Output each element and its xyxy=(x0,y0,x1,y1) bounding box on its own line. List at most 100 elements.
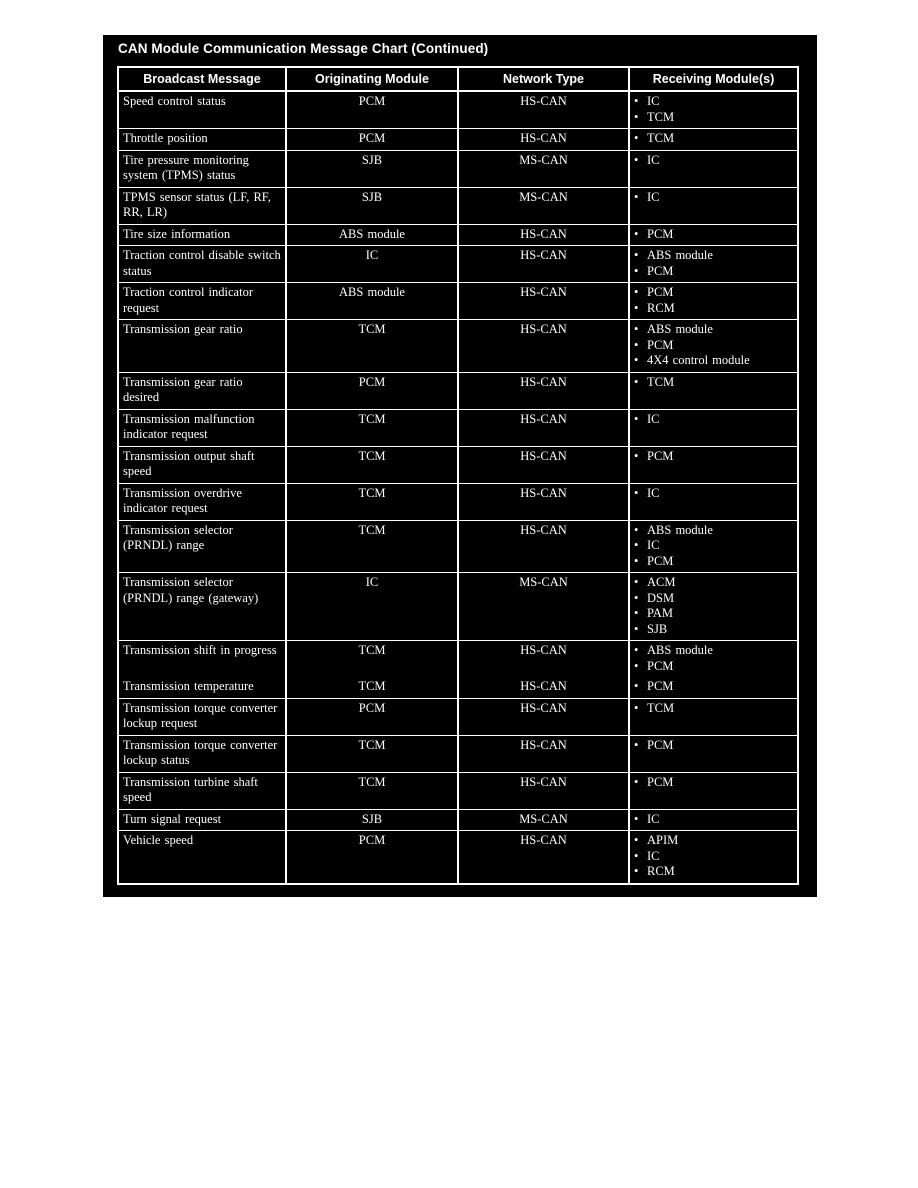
receiver-item: • IC xyxy=(634,153,793,169)
receiver-label: PCM xyxy=(647,658,674,673)
network-type-cell: HS-CAN xyxy=(457,640,630,678)
receiving-modules-cell: • PCM xyxy=(628,734,799,773)
receiver-label: RCM xyxy=(647,300,675,315)
network-type-cell: HS-CAN xyxy=(457,319,630,373)
receiving-modules-cell: • PCM xyxy=(628,223,799,246)
receiver-label: PCM xyxy=(647,553,674,568)
broadcast-message-cell: Tire pressure monitoring system (TPMS) s… xyxy=(117,149,287,188)
bullet-icon: • xyxy=(634,189,639,204)
originating-module-cell: SJB xyxy=(285,186,459,225)
receiver-label: IC xyxy=(647,189,660,204)
receiver-label: IC xyxy=(647,538,660,552)
table-row: Transmission gear ratio desired PCM HS-CAN… xyxy=(117,371,799,410)
table-row: Transmission torque converter lockup sta… xyxy=(117,734,799,773)
receiver-item: • PCM xyxy=(634,285,793,301)
receiver-label: PCM xyxy=(647,737,674,752)
table-row: TPMS sensor status (LF, RF, RR, LR) SJB MS… xyxy=(117,186,799,225)
bullet-icon: • xyxy=(634,322,639,336)
receiver-item: • SJB xyxy=(634,622,793,638)
table-row: Vehicle speed PCM HS-CAN • APIM • IC • RCM xyxy=(117,830,799,884)
receiver-item: • ABS module xyxy=(634,523,793,539)
originating-module-cell: TCM xyxy=(285,519,459,573)
network-type-cell: HS-CAN xyxy=(457,128,630,151)
receiving-modules-cell: • PCM xyxy=(628,771,799,810)
column-header: Receiving Module(s) xyxy=(628,66,799,92)
originating-module-cell: PCM xyxy=(285,128,459,151)
bullet-icon: • xyxy=(634,643,639,657)
bullet-icon: • xyxy=(634,658,639,673)
receiving-modules-cell: • ABS module • IC • PCM xyxy=(628,519,799,573)
bullet-icon: • xyxy=(634,485,639,500)
broadcast-message-cell: Transmission gear ratio xyxy=(117,319,287,373)
receiving-modules-cell: • APIM • IC • RCM xyxy=(628,830,799,884)
bullet-icon: • xyxy=(634,226,639,241)
bullet-icon: • xyxy=(634,411,639,426)
broadcast-message-cell: Turn signal request xyxy=(117,808,287,831)
receiving-modules-cell: • IC xyxy=(628,808,799,831)
receiving-modules-cell: • TCM xyxy=(628,371,799,410)
bullet-icon: • xyxy=(634,606,639,620)
receiver-label: SJB xyxy=(647,621,668,636)
table-body: Speed control status PCM HS-CAN • IC • TCM Thro… xyxy=(117,90,799,884)
receiving-modules-cell: • PCM xyxy=(628,677,799,699)
receiver-label: PAM xyxy=(647,606,673,620)
bullet-icon: • xyxy=(634,774,639,789)
bullet-icon: • xyxy=(634,131,639,145)
receiving-modules-cell: • IC xyxy=(628,186,799,225)
network-type-cell: MS-CAN xyxy=(457,808,630,831)
table-row: Transmission shift in progress TCM HS-CAN •… xyxy=(117,640,799,678)
table-row: Transmission output shaft speed TCM HS-CAN… xyxy=(117,445,799,484)
receiver-item: • PCM xyxy=(634,775,793,791)
receiver-item: • TCM xyxy=(634,701,793,717)
receiver-item: • IC xyxy=(634,486,793,502)
table-header-row: Broadcast Message Originating Module Netwo… xyxy=(117,66,799,92)
receiver-item: • IC xyxy=(634,412,793,428)
bullet-icon: • xyxy=(634,833,639,847)
bullet-icon: • xyxy=(634,811,639,826)
network-type-cell: HS-CAN xyxy=(457,482,630,521)
receiving-modules-cell: • IC xyxy=(628,408,799,447)
receiver-item: • RCM xyxy=(634,864,793,880)
receiving-modules-cell: • PCM xyxy=(628,445,799,484)
receiver-item: • PCM xyxy=(634,659,793,675)
receiving-modules-cell: • ABS module • PCM • 4X4 control module xyxy=(628,319,799,373)
receiver-item: • TCM xyxy=(634,375,793,391)
receiving-modules-cell: • TCM xyxy=(628,128,799,151)
originating-module-cell: TCM xyxy=(285,677,459,699)
table-row: Throttle position PCM HS-CAN • TCM xyxy=(117,128,799,151)
originating-module-cell: TCM xyxy=(285,408,459,447)
originating-module-cell: PCM xyxy=(285,371,459,410)
bullet-icon: • xyxy=(634,152,639,167)
receiver-item: • IC xyxy=(634,94,793,110)
receiver-label: ABS module xyxy=(647,522,713,537)
receiver-item: • PCM xyxy=(634,554,793,570)
broadcast-message-cell: Transmission turbine shaft speed xyxy=(117,771,287,810)
receiver-item: • ACM xyxy=(634,575,793,591)
broadcast-message-cell: Vehicle speed xyxy=(117,830,287,884)
receiving-modules-cell: • TCM xyxy=(628,697,799,736)
chart-title: CAN Module Communication Message Chart (… xyxy=(118,41,489,56)
network-type-cell: MS-CAN xyxy=(457,572,630,641)
column-header: Broadcast Message xyxy=(117,66,287,92)
bullet-icon: • xyxy=(634,864,639,878)
receiver-label: ABS module xyxy=(647,248,713,262)
table-row: Transmission temperature TCM HS-CAN • PCM xyxy=(117,677,799,699)
bullet-icon: • xyxy=(634,538,639,552)
network-type-cell: MS-CAN xyxy=(457,149,630,188)
originating-module-cell: TCM xyxy=(285,482,459,521)
originating-module-cell: ABS module xyxy=(285,223,459,246)
broadcast-message-cell: Transmission output shaft speed xyxy=(117,445,287,484)
receiving-modules-cell: • PCM • RCM xyxy=(628,282,799,320)
receiver-label: PCM xyxy=(647,285,674,299)
broadcast-message-cell: TPMS sensor status (LF, RF, RR, LR) xyxy=(117,186,287,225)
table-row: Speed control status PCM HS-CAN • IC • TCM xyxy=(117,90,799,129)
receiver-item: • TCM xyxy=(634,110,793,126)
originating-module-cell: TCM xyxy=(285,319,459,373)
chart-panel: CAN Module Communication Message Chart (… xyxy=(103,35,817,897)
originating-module-cell: PCM xyxy=(285,90,459,129)
receiver-item: • PCM xyxy=(634,449,793,465)
bullet-icon: • xyxy=(634,353,639,367)
table-row: Transmission malfunction indicator reque… xyxy=(117,408,799,447)
table-row: Transmission torque converter lockup req… xyxy=(117,697,799,736)
table-row: Transmission gear ratio TCM HS-CAN • ABS mod… xyxy=(117,319,799,373)
